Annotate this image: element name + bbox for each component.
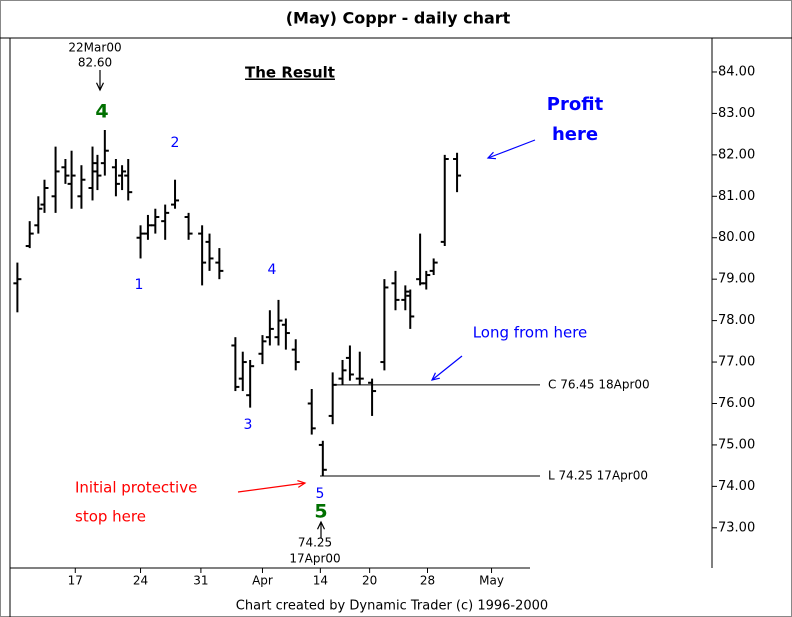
annotation: 4 [268,262,277,278]
y-tick-label: 73.00 [718,520,755,535]
level-label: L 74.25 17Apr00 [548,469,648,483]
annotation: 3 [244,417,253,433]
arrow [431,355,463,381]
annotation: 2 [171,135,180,151]
annotation: 22Mar00 [68,41,121,55]
arrow-head [430,372,440,381]
x-tick-label: 24 [133,574,148,588]
x-tick-label: 14 [313,574,328,588]
annotation: Long from here [473,324,588,342]
y-tick-label: 79.00 [718,272,755,287]
x-tick-label: 28 [420,574,435,588]
annotation: Initial protective [75,479,197,497]
y-tick-label: 78.00 [718,313,755,328]
footer: Chart created by Dynamic Trader (c) 1996… [236,599,548,614]
arrow-head [297,479,307,488]
y-tick-label: 84.00 [718,64,755,79]
x-tick-label: 17 [68,574,83,588]
y-tick-label: 80.00 [718,230,755,245]
chart-title: (May) Coppr - daily chart [286,9,511,28]
annotation: 5 [316,486,325,502]
y-tick-label: 83.00 [718,106,755,121]
annotation: stop here [75,508,146,526]
y-tick-label: 81.00 [718,189,755,204]
annotation: 17Apr00 [289,552,340,566]
y-tick-label: 75.00 [718,437,755,452]
annotation: 82.60 [78,56,112,70]
annotation: 1 [135,277,144,293]
arrow-head [316,520,326,530]
annotation: 4 [95,101,108,123]
x-tick-label: 20 [362,574,377,588]
level-label: C 76.45 18Apr00 [548,377,650,391]
arrow [237,482,306,493]
y-tick-label: 82.00 [718,147,755,162]
x-tick-label: May [479,574,504,588]
annotation: Profit [547,94,604,115]
x-tick-label: 31 [193,574,208,588]
annotation: 74.25 [298,536,332,550]
arrow-head [95,82,105,92]
annotation: The Result [245,64,335,82]
arrow-head [486,151,497,160]
y-tick-label: 77.00 [718,355,755,370]
y-tick-label: 74.00 [718,479,755,494]
y-tick-label: 76.00 [718,396,755,411]
arrow [487,139,536,159]
annotation: here [552,124,598,145]
annotation: 5 [314,501,327,523]
x-tick-label: Apr [252,574,273,588]
